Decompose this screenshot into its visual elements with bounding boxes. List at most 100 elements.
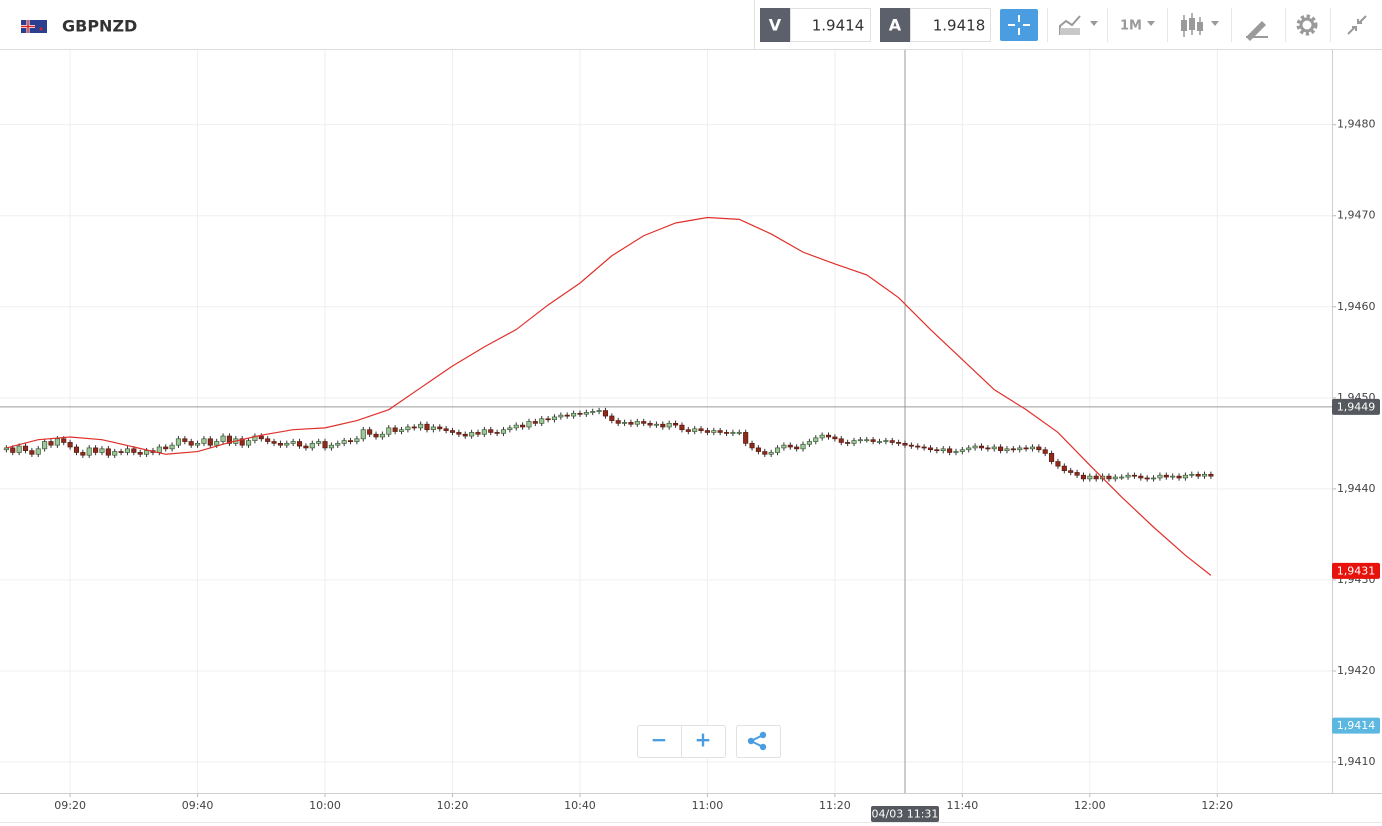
candle-body	[277, 443, 283, 446]
candle-body	[335, 443, 341, 446]
zoom-in[interactable]: +	[695, 728, 712, 752]
candle-body	[685, 429, 691, 432]
candle-body	[1131, 474, 1137, 477]
candle-body	[163, 446, 169, 450]
candle-body	[379, 433, 385, 438]
candle-body	[226, 435, 232, 444]
candle-body	[124, 448, 131, 453]
candle-body	[411, 426, 417, 429]
flag	[21, 20, 47, 33]
candle-body	[794, 446, 800, 450]
y-tick-label: 1,9440	[1337, 482, 1376, 495]
candle-body	[169, 444, 175, 450]
candle-body	[545, 418, 551, 421]
candle-body	[743, 432, 749, 444]
y-tick-label: 1,9420	[1337, 664, 1376, 677]
candle-body	[889, 440, 895, 443]
candle-body	[156, 446, 162, 453]
candle-body	[577, 412, 583, 415]
candle-body	[583, 412, 589, 415]
candle-body	[647, 422, 653, 426]
candle-body	[469, 432, 475, 437]
candle-body	[35, 448, 41, 455]
candle-body	[22, 445, 29, 451]
candle-body	[360, 429, 366, 440]
candle-body	[596, 410, 602, 412]
crosshair-time-label: 04/03 11:31	[872, 808, 939, 821]
candle-body	[896, 442, 902, 444]
candle-body	[972, 445, 978, 449]
candle-body	[768, 452, 774, 455]
candle-body	[220, 435, 226, 442]
candle-body	[934, 449, 940, 452]
zoom-out[interactable]: −	[651, 728, 668, 752]
candle-body	[857, 439, 863, 442]
timeframe: 1M	[1120, 19, 1142, 34]
candle-body	[692, 428, 698, 432]
candle-body	[698, 428, 704, 431]
candle-body	[1195, 473, 1201, 477]
candle-body	[558, 414, 564, 418]
last-price-label: 1,9414	[1337, 719, 1376, 732]
candle-body	[953, 451, 959, 453]
candle-body	[500, 429, 507, 434]
candle-body	[3, 447, 9, 451]
candle-body	[959, 449, 965, 452]
candle-body	[1036, 446, 1042, 451]
candle-body	[188, 441, 194, 446]
candle-body	[48, 441, 54, 446]
candle-body	[660, 423, 666, 428]
candle-body	[870, 439, 876, 442]
candle-body	[1151, 477, 1157, 480]
candle-body	[93, 447, 99, 453]
settings-button[interactable]	[1296, 14, 1318, 36]
candle-body	[265, 438, 271, 442]
share-button[interactable]	[736, 725, 781, 758]
candle-body	[182, 438, 188, 442]
candle-body	[144, 450, 150, 455]
candle-body	[73, 446, 80, 453]
moving-average	[6, 216, 1212, 576]
candle-body	[539, 418, 545, 424]
x-tick-label: 11:20	[819, 799, 851, 812]
candle-body	[520, 424, 526, 428]
candle-body	[902, 443, 908, 446]
candle-body	[1112, 476, 1118, 480]
candle-body	[494, 432, 500, 434]
candle-body	[1042, 449, 1048, 454]
draw-button[interactable]	[1246, 21, 1268, 41]
collapse-button[interactable]	[1347, 15, 1367, 35]
sell-label: V	[769, 16, 782, 35]
candle-body	[985, 447, 991, 450]
buy-button[interactable]: A 1.9418	[880, 8, 991, 42]
candle-style-button[interactable]	[1181, 13, 1219, 37]
candle-body	[316, 441, 322, 444]
candle-body	[61, 438, 67, 443]
candle-body	[112, 451, 118, 456]
candle-body	[819, 434, 825, 439]
candle-body	[978, 445, 985, 449]
x-tick-label: 11:00	[692, 799, 724, 812]
sell-price: 1.9414	[812, 17, 865, 35]
candle-body	[838, 438, 844, 443]
sell-button[interactable]: V 1.9414	[760, 8, 871, 42]
zoom-controls: − +	[637, 725, 781, 758]
timeframe-button[interactable]: 1M	[1120, 19, 1155, 34]
y-tick-label: 1,9480	[1337, 118, 1376, 131]
candle-body	[1201, 473, 1208, 477]
candle-body	[921, 446, 927, 449]
plot: 1,94101,94201,94301,94401,94501,94601,94…	[0, 50, 1382, 823]
candle-body	[755, 447, 761, 452]
candle-body	[571, 412, 577, 417]
candle-body	[1029, 446, 1036, 450]
chart-type-button[interactable]	[1059, 15, 1098, 35]
symbol: GBPNZD	[62, 17, 137, 36]
candle-body	[430, 426, 436, 431]
candle-body	[1176, 475, 1182, 479]
candle-body	[1106, 475, 1112, 480]
candle-body	[609, 415, 615, 421]
candle-body	[424, 423, 430, 431]
candle-body	[373, 433, 379, 438]
candle-body	[1061, 465, 1067, 472]
crosshair-button[interactable]	[1000, 9, 1038, 41]
